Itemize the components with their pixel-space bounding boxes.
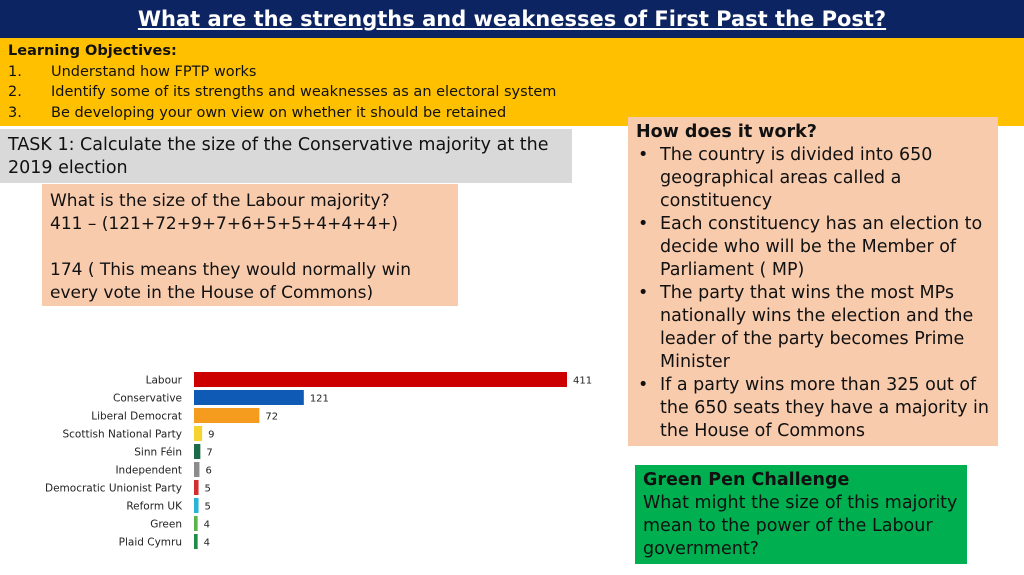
bar	[194, 534, 198, 549]
bullet-icon: •	[638, 283, 649, 303]
bar	[194, 498, 199, 513]
objectives-heading: Learning Objectives:	[8, 43, 177, 59]
labour-question: What is the size of the Labour majority?	[50, 191, 390, 211]
objective-item: 3. Be developing your own view on whethe…	[8, 103, 1016, 124]
value-label: 9	[208, 430, 214, 441]
value-label: 5	[205, 484, 211, 495]
task-line: TASK 1: Calculate the size of the Conser…	[8, 135, 549, 155]
objective-number: 2.	[8, 84, 22, 100]
value-label: 4	[204, 520, 210, 531]
labour-majority-box: What is the size of the Labour majority?…	[42, 184, 458, 306]
objective-text: Be developing your own view on whether i…	[51, 104, 507, 121]
bar	[194, 372, 567, 387]
category-label: Plaid Cymru	[119, 537, 182, 549]
green-pen-challenge-box: Green Pen Challenge What might the size …	[635, 465, 967, 564]
bar	[194, 408, 260, 423]
how-bullet-item: • Each constituency has an election to de…	[636, 213, 990, 282]
value-label: 411	[573, 376, 592, 387]
category-label: Independent	[115, 465, 182, 477]
bullet-text: The country is divided into 650 geograph…	[660, 145, 933, 211]
bullet-icon: •	[638, 214, 649, 234]
category-label: Green	[150, 519, 182, 531]
value-label: 6	[205, 466, 211, 477]
objective-text: Identify some of its strengths and weakn…	[51, 84, 557, 100]
bullet-text: Each constituency has an election to dec…	[660, 214, 983, 280]
spacer	[50, 236, 450, 259]
bullet-text: The party that wins the most MPs nationa…	[660, 283, 974, 372]
bar	[194, 462, 200, 477]
category-label: Conservative	[113, 393, 182, 405]
value-label: 4	[204, 538, 210, 549]
seats-bar-chart: Labour 411 Conservative 121 Liberal Democrat…	[45, 372, 592, 549]
labour-calculation: 411 – (121+72+9+7+6+5+5+4+4+4+)	[50, 214, 399, 234]
value-label: 7	[206, 448, 212, 459]
how-bullet-item: • If a party wins more than 325 out of th…	[636, 374, 990, 443]
bullet-icon: •	[638, 145, 649, 165]
title-bar: What are the strengths and weaknesses of…	[0, 0, 1024, 38]
value-label: 121	[310, 394, 329, 405]
how-bullet-list: • The country is divided into 650 geograp…	[636, 144, 990, 443]
category-label: Sinn Féin	[134, 447, 182, 459]
bar	[194, 480, 199, 495]
labour-answer: 174 ( This means they would normally win	[50, 260, 412, 280]
how-bullet-item: • The country is divided into 650 geograp…	[636, 144, 990, 213]
page-title: What are the strengths and weaknesses of…	[137, 7, 887, 31]
how-heading: How does it work?	[636, 122, 817, 142]
objective-item: 1. Understand how FPTP works	[8, 62, 1016, 83]
labour-answer: every vote in the House of Commons)	[50, 283, 374, 303]
bar	[194, 390, 304, 405]
objective-number: 3.	[8, 104, 22, 121]
category-label: Liberal Democrat	[91, 411, 182, 423]
objective-text: Understand how FPTP works	[51, 63, 257, 80]
category-label: Democratic Unionist Party	[45, 483, 182, 495]
category-label: Scottish National Party	[62, 429, 182, 441]
learning-objectives: Learning Objectives: 1. Understand how F…	[0, 38, 1024, 126]
green-pen-body: What might the size of this majority mea…	[643, 493, 958, 559]
task-box: TASK 1: Calculate the size of the Conser…	[0, 129, 572, 183]
bar	[194, 426, 203, 441]
objective-number: 1.	[8, 63, 22, 80]
objective-item: 2. Identify some of its strengths and we…	[8, 82, 1016, 103]
how-does-it-work-box: How does it work? • The country is divide…	[628, 117, 998, 446]
task-line: 2019 election	[8, 157, 128, 178]
bar	[194, 516, 198, 531]
bullet-icon: •	[638, 375, 649, 395]
how-bullet-item: • The party that wins the most MPs nation…	[636, 282, 990, 374]
category-label: Reform UK	[126, 501, 183, 513]
value-label: 72	[265, 412, 278, 423]
bullet-text: If a party wins more than 325 out of the…	[660, 375, 989, 441]
value-label: 5	[205, 502, 211, 513]
green-pen-heading: Green Pen Challenge	[643, 470, 850, 490]
category-label: Labour	[146, 375, 183, 387]
bar	[194, 444, 201, 459]
